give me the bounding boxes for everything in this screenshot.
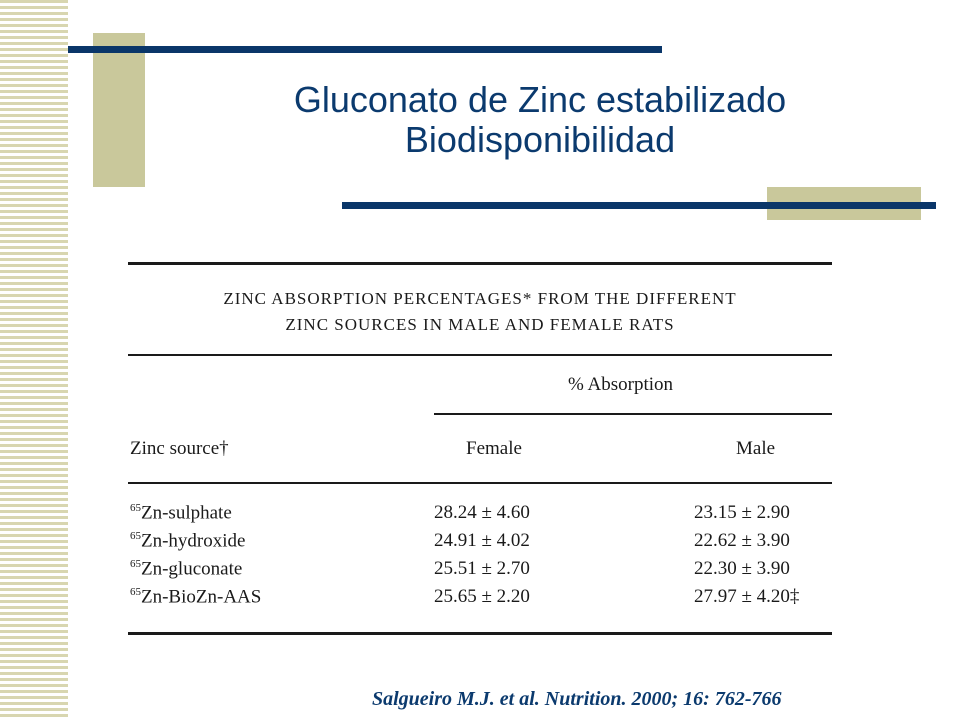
- table-row-male: 27.97 ± 4.20‡: [694, 586, 800, 607]
- slide-title: Gluconato de Zinc estabilizado Biodispon…: [150, 80, 930, 160]
- table-top-rule: [128, 262, 832, 265]
- table-caption: ZINC ABSORPTION PERCENTAGES* FROM THE DI…: [128, 286, 832, 338]
- absorption-table: ZINC ABSORPTION PERCENTAGES* FROM THE DI…: [128, 262, 832, 636]
- table-row-female: 28.24 ± 4.60: [434, 502, 530, 523]
- slide-title-line2: Biodisponibilidad: [404, 119, 676, 160]
- header-rule: [128, 482, 832, 484]
- table-caption-line1: ZINC ABSORPTION PERCENTAGES* FROM THE DI…: [223, 289, 737, 308]
- source-label: Zn-gluconate: [141, 558, 243, 580]
- table-row-female: 25.51 ± 2.70: [434, 558, 530, 579]
- column-header-male: Male: [736, 438, 776, 459]
- group-header-absorption: % Absorption: [568, 374, 674, 395]
- table-row-female: 24.91 ± 4.02: [434, 530, 530, 551]
- table-row-source: 65Zn-BioZn-AAS: [130, 586, 261, 608]
- source-label: Zn-hydroxide: [141, 530, 246, 552]
- table-row-female: 25.65 ± 2.20: [434, 586, 530, 607]
- column-header-source: Zinc source†: [130, 438, 229, 459]
- source-label: Zn-BioZn-AAS: [141, 586, 262, 608]
- table-row-male: 22.62 ± 3.90: [694, 530, 790, 551]
- caption-rule: [128, 354, 832, 356]
- table-bottom-rule: [128, 632, 832, 635]
- isotope-superscript: 65: [130, 558, 141, 570]
- left-stripe-band: [0, 0, 68, 720]
- citation: Salgueiro M.J. et al. Nutrition. 2000; 1…: [372, 688, 782, 710]
- isotope-superscript: 65: [130, 530, 141, 542]
- isotope-superscript: 65: [130, 586, 141, 598]
- decorative-line-bottom: [342, 202, 936, 209]
- table-row-male: 23.15 ± 2.90: [694, 502, 790, 523]
- table-caption-line2: ZINC SOURCES IN MALE AND FEMALE RATS: [285, 315, 675, 334]
- decorative-block-top: [93, 33, 145, 187]
- isotope-superscript: 65: [130, 502, 141, 514]
- group-header-rule: [434, 413, 832, 415]
- table-row-male: 22.30 ± 3.90: [694, 558, 790, 579]
- table-row-source: 65Zn-sulphate: [130, 502, 232, 524]
- decorative-line-top: [68, 46, 662, 53]
- source-label: Zn-sulphate: [141, 502, 232, 524]
- slide-title-line1: Gluconato de Zinc estabilizado: [293, 79, 787, 120]
- table-row-source: 65Zn-hydroxide: [130, 530, 245, 552]
- table-row-source: 65Zn-gluconate: [130, 558, 242, 580]
- column-header-female: Female: [466, 438, 522, 459]
